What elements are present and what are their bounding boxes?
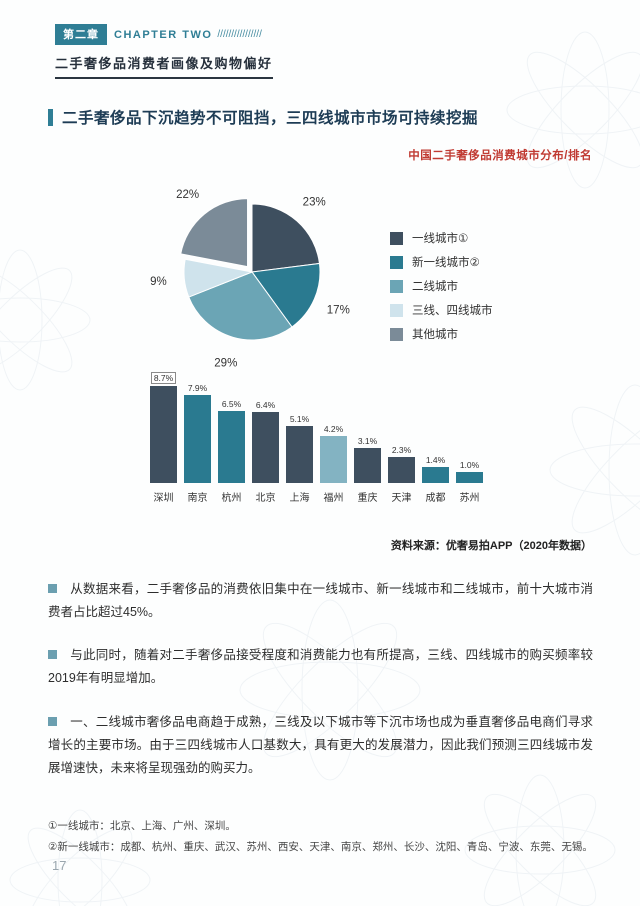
bar-category-label: 北京 — [255, 493, 276, 504]
paragraph-bullet — [48, 584, 57, 593]
pie-slice — [251, 203, 321, 273]
bar-column: 1.0% 苏州 — [456, 460, 483, 504]
bar-category-label: 天津 — [391, 493, 412, 504]
paragraph-text: 一、二线城市奢侈品电商趋于成熟，三线及以下城市等下沉市场也成为垂直奢侈品电商们寻… — [48, 714, 593, 775]
bar — [252, 411, 279, 483]
legend-item: 其他城市 — [390, 326, 493, 342]
legend-label: 二线城市 — [412, 281, 458, 293]
legend-swatch — [390, 231, 403, 245]
bar — [286, 426, 313, 483]
paragraph: 从数据来看，二手奢侈品的消费依旧集中在一线城市、新一线城市和二线城市，前十大城市… — [48, 578, 593, 624]
bar-value-label: 3.1% — [357, 436, 378, 447]
pie-slice — [183, 258, 254, 298]
pie-label: 23% — [303, 197, 326, 209]
bar-category-label: 上海 — [289, 493, 310, 504]
paragraph-text: 与此同时，随着对二手奢侈品接受程度和消费能力也有所提高，三线、四线城市的购买频率… — [48, 648, 593, 686]
bar-category-label: 南京 — [187, 493, 208, 504]
bar-value-label: 5.1% — [289, 414, 310, 425]
legend-item: 二线城市 — [390, 278, 493, 294]
bar-category-label: 重庆 — [357, 493, 378, 504]
legend-swatch — [390, 327, 403, 341]
bar-category-label: 苏州 — [459, 493, 480, 504]
bar-chart-bars: 8.7% 深圳 7.9% 南京 6.5% 杭州 6.4% 北京 5.1% 上海 4.2% 福州 3.1%… — [150, 372, 483, 504]
bar-category-label: 成都 — [425, 493, 446, 504]
legend-swatch — [390, 255, 403, 269]
bar-category-label: 深圳 — [153, 493, 174, 504]
legend-item: 新一线城市② — [390, 254, 493, 270]
section-title-text: 二手奢侈品下沉趋势不可阻挡，三四线城市市场可持续挖掘 — [62, 110, 479, 127]
bar-column: 6.4% 北京 — [252, 400, 279, 504]
chart-caption: 中国二手奢侈品消费城市分布/排名 — [408, 150, 592, 162]
pie-chart-svg: 23% 17% 29% 9% 22% — [150, 189, 350, 369]
pie-slice — [188, 271, 293, 341]
legend-swatch — [390, 279, 403, 293]
section-title: 二手奢侈品下沉趋势不可阻挡，三四线城市市场可持续挖掘 — [48, 106, 478, 128]
paragraph: 与此同时，随着对二手奢侈品接受程度和消费能力也有所提高，三线、四线城市的购买频率… — [48, 644, 593, 690]
pie-legend: 一线城市① 新一线城市② 二线城市三线、四线城市 其他城市 — [390, 230, 493, 350]
paragraph: 一、二线城市奢侈品电商趋于成熟，三线及以下城市等下沉市场也成为垂直奢侈品电商们寻… — [48, 711, 593, 780]
bar — [150, 386, 177, 483]
pie-slice — [180, 198, 249, 268]
bar-category-label: 杭州 — [221, 493, 242, 504]
bar — [184, 394, 211, 483]
legend-item: 三线、四线城市 — [390, 302, 493, 318]
chapter-badge: 第二章 — [55, 24, 107, 45]
legend-item: 一线城市① — [390, 230, 493, 246]
bar-column: 5.1% 上海 — [286, 414, 313, 504]
bar-value-label: 8.7% — [150, 372, 177, 384]
bar-value-label: 4.2% — [323, 424, 344, 435]
bar-value-label: 6.4% — [255, 399, 276, 410]
bar — [456, 471, 483, 483]
bar-column: 1.4% 成都 — [422, 455, 449, 504]
bar-column: 4.2% 福州 — [320, 424, 347, 504]
paragraph-bullet — [48, 716, 57, 726]
bar — [354, 448, 381, 483]
title-accent-bar — [48, 108, 53, 126]
bar-value-label: 1.4% — [425, 455, 446, 466]
footnote: ①一线城市：北京、上海、广州、深圳。 — [48, 820, 236, 832]
body-paragraphs: 从数据来看，二手奢侈品的消费依旧集中在一线城市、新一线城市和二线城市，前十大城市… — [48, 578, 593, 800]
bar-value-label: 6.5% — [221, 398, 242, 409]
bar-column: 3.1% 重庆 — [354, 436, 381, 504]
chapter-title-en: CHAPTER TWO — [114, 28, 213, 41]
footnotes: ①一线城市：北京、上海、广州、深圳。 ②新一线城市：成都、杭州、重庆、武汉、苏州… — [48, 816, 593, 858]
legend-swatch — [390, 303, 403, 317]
pie-slice — [251, 262, 321, 328]
page-number: 17 — [52, 858, 67, 873]
legend-label: 新一线城市② — [412, 257, 480, 269]
bar — [388, 457, 415, 483]
bar-value-label: 1.0% — [459, 459, 480, 470]
footnote: ②新一线城市：成都、杭州、重庆、武汉、苏州、西安、天津、南京、郑州、长沙、沈阳、… — [48, 841, 593, 853]
legend-label: 其他城市 — [412, 329, 458, 341]
pie-label: 9% — [150, 276, 167, 288]
pie-label: 22% — [176, 189, 199, 201]
bar-value-label: 2.3% — [391, 445, 412, 456]
legend-label: 三线、四线城市 — [412, 305, 493, 317]
bar-category-label: 福州 — [323, 493, 344, 504]
paragraph-bullet — [48, 650, 57, 660]
decorative-slashes: //////////////// — [217, 29, 262, 40]
chapter-line: 第二章 CHAPTER TWO //////////////// — [55, 24, 273, 45]
pie-label: 29% — [214, 357, 237, 369]
chapter-subtitle: 二手奢侈品消费者画像及购物偏好 — [55, 53, 273, 79]
paragraph-text: 从数据来看，二手奢侈品的消费依旧集中在一线城市、新一线城市和二线城市，前十大城市… — [48, 582, 593, 620]
legend-label: 一线城市① — [412, 233, 469, 245]
bar — [422, 467, 449, 483]
bar — [320, 436, 347, 483]
data-source: 资料来源：优奢易拍APP（2020年数据） — [390, 540, 592, 552]
bar-value-label: 7.9% — [187, 382, 208, 393]
bar — [218, 410, 245, 483]
bar-column: 7.9% 南京 — [184, 383, 211, 504]
pie-label: 17% — [327, 304, 350, 316]
bar-column: 2.3% 天津 — [388, 445, 415, 504]
bar-column: 6.5% 杭州 — [218, 398, 245, 504]
bar-column: 8.7% 深圳 — [150, 372, 177, 504]
chapter-header: 第二章 CHAPTER TWO //////////////// 二手奢侈品消费… — [55, 24, 273, 79]
